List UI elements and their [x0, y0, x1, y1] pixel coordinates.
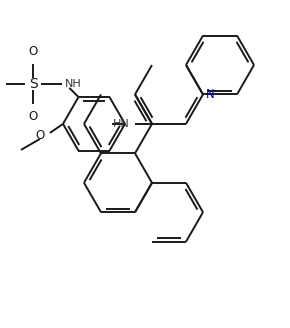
Text: S: S	[29, 77, 38, 91]
Text: HN: HN	[113, 119, 130, 129]
Text: O: O	[29, 45, 38, 58]
Text: O: O	[29, 110, 38, 123]
Text: NH: NH	[65, 79, 82, 89]
Text: N: N	[206, 88, 215, 101]
Text: O: O	[36, 129, 45, 142]
